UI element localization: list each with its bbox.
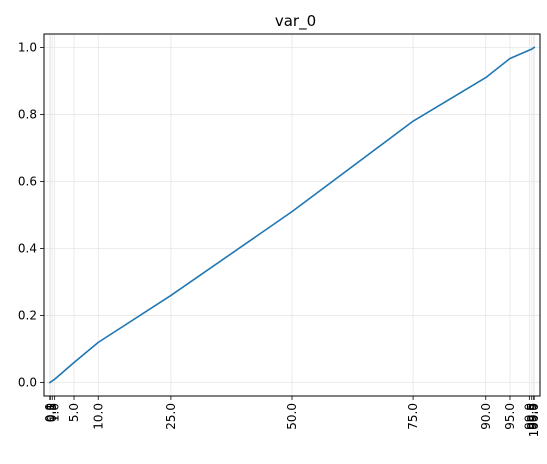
x-tick-label: 99.5 (525, 403, 539, 430)
y-tick-label: 0.2 (18, 309, 37, 323)
x-tick-label: 0.5 (45, 403, 59, 422)
series-line (48, 46, 536, 384)
x-tick-label: 90.0 (479, 403, 493, 430)
x-tick-label: 50.0 (285, 403, 299, 430)
x-tick-label: 75.0 (406, 403, 420, 430)
chart-title: var_0 (275, 12, 316, 31)
x-tick-label: 10.0 (91, 403, 105, 430)
x-tick-label: 0.1 (43, 403, 57, 422)
x-tick-label: 0.0 (43, 403, 57, 422)
grid-layer (44, 34, 540, 396)
x-tick-label: 99.9 (527, 403, 541, 430)
x-tick-label: 95.0 (503, 403, 517, 430)
y-tick-label: 1.0 (18, 40, 37, 54)
x-tick-label: 99.0 (522, 403, 536, 430)
y-tick-label: 0.4 (18, 242, 37, 256)
y-tick-label: 0.8 (18, 107, 37, 121)
y-tick-label: 0.0 (18, 376, 37, 390)
series-layer (48, 46, 536, 384)
x-tick-label: 25.0 (164, 403, 178, 430)
x-axis: 0.00.10.51.0 5.0 10.0 25.0 50.0 75.0 90.0 95.0 9… (43, 396, 541, 437)
x-tick-label: 5.0 (67, 403, 81, 422)
y-tick-label: 0.6 (18, 174, 37, 188)
x-tick-label: 1.0 (48, 403, 62, 422)
x-tick-label: 100.0 (527, 403, 541, 437)
y-axis: 0.0 0.2 0.4 0.6 0.8 1.0 (18, 40, 44, 390)
